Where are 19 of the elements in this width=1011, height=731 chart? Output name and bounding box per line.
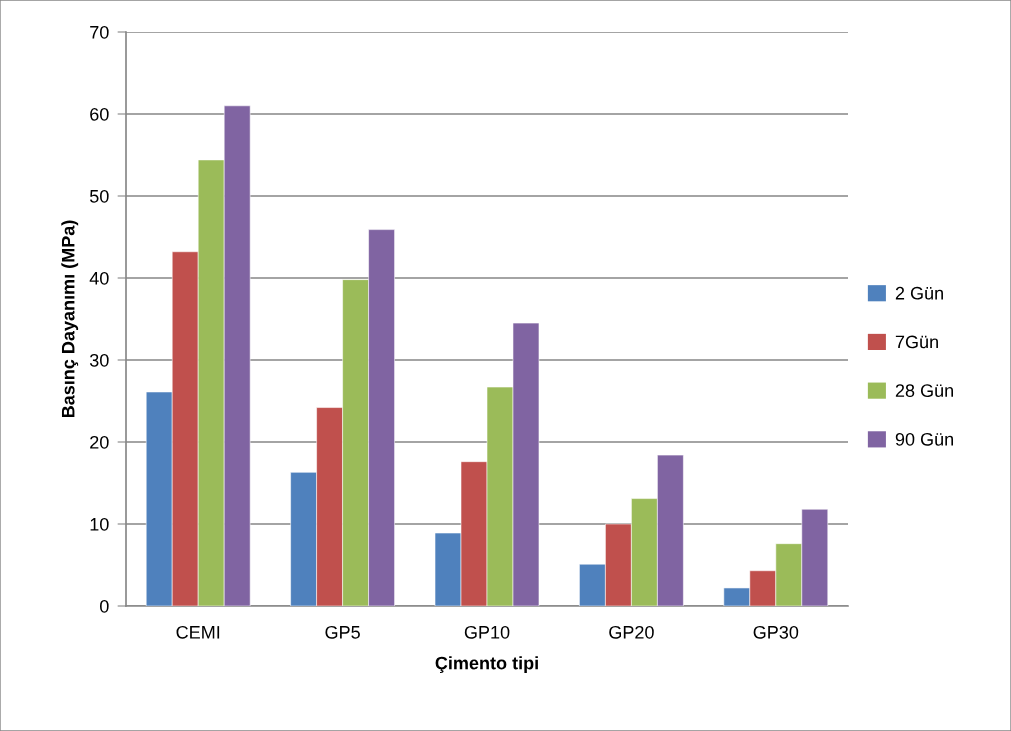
y-tick-label: 70 [90,25,109,39]
x-tick-label: CEMI [176,625,220,639]
legend-label: 28 Gün [895,384,953,397]
y-tick-label: 40 [89,271,109,285]
y-tick-label: 20 [90,435,109,449]
x-tick-label: GP5 [325,625,360,639]
x-axis-title: Çimento tipi [435,656,538,673]
y-tick-label: 30 [89,353,109,367]
y-tick-label: 0 [100,599,109,613]
x-tick-label: GP30 [753,625,799,639]
legend-label: 90 Gün [895,432,953,446]
x-tick-label: GP20 [609,625,654,639]
y-tick-label: 50 [89,189,109,203]
legend-label: 2 Gün [895,286,943,300]
y-tick-label: 10 [90,517,109,531]
legend-label: 7Gün [895,335,938,349]
y-tick-label: 60 [90,107,109,121]
x-tick-label: GP10 [464,625,510,639]
y-axis-title: Basınç Dayanımı (MPa) [61,220,79,418]
